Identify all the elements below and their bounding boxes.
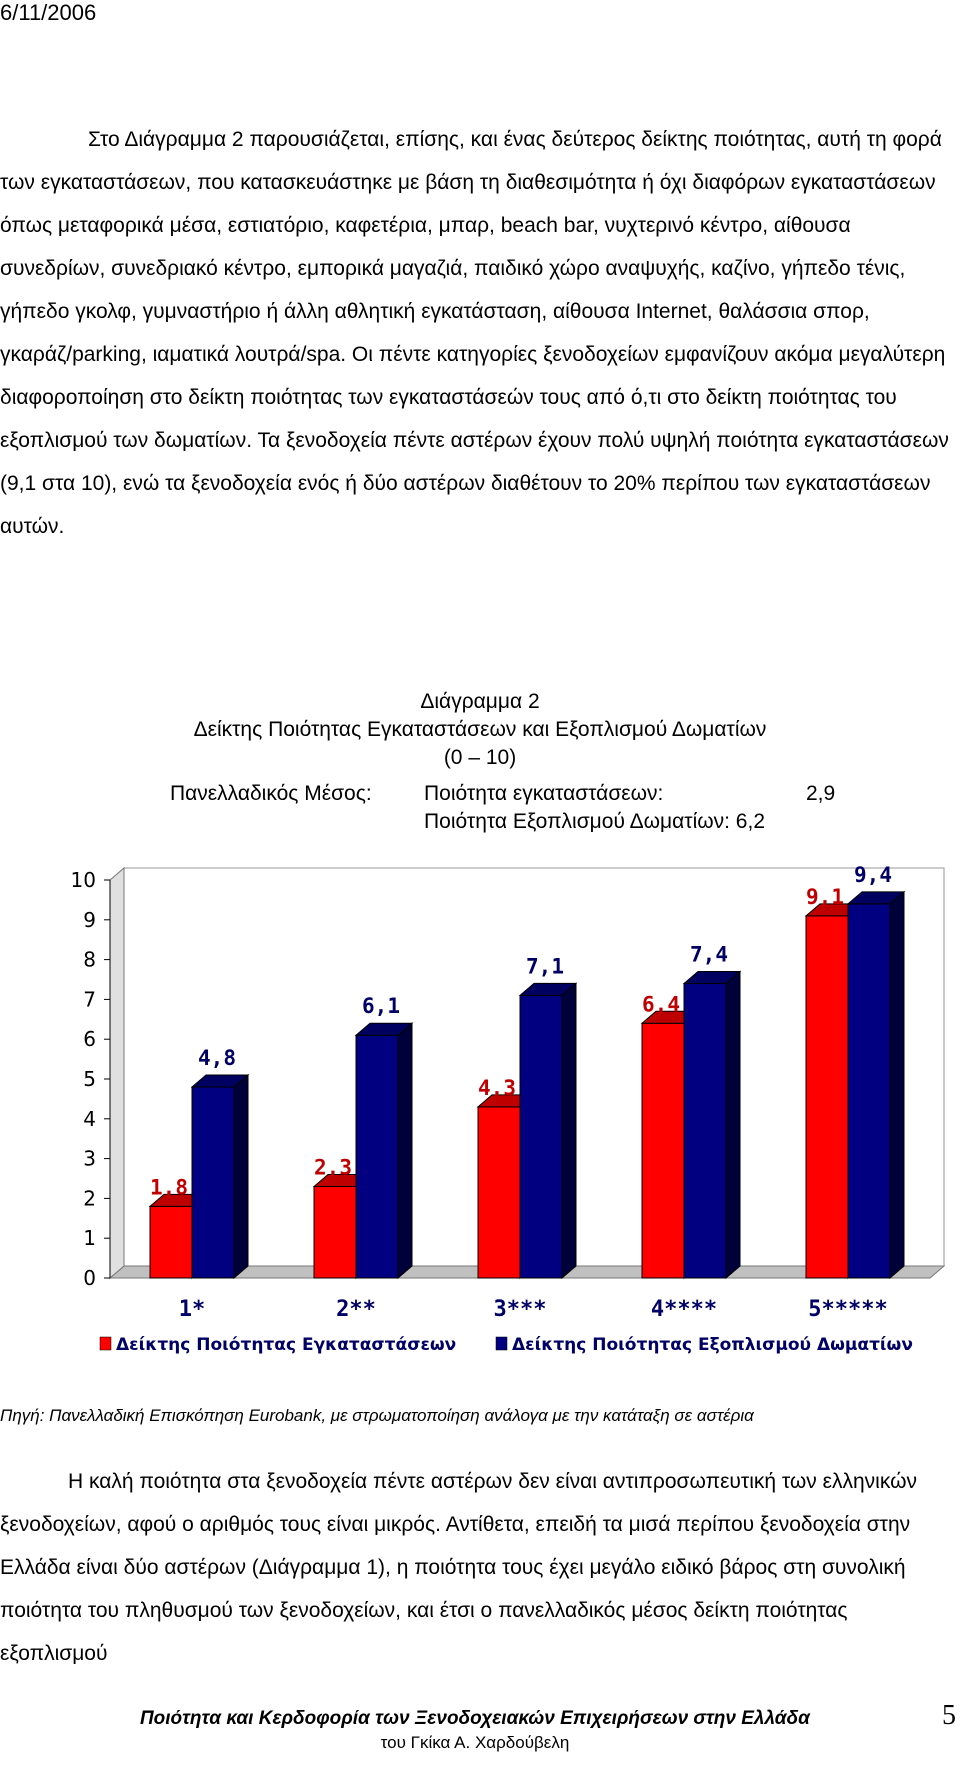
y-tick-label: 3 bbox=[83, 1147, 96, 1171]
bar-side bbox=[397, 1022, 413, 1280]
x-tick-label: 4**** bbox=[651, 1297, 717, 1322]
facilities-average-value: 2,9 bbox=[806, 782, 836, 805]
y-tick-label: 0 bbox=[83, 1266, 96, 1290]
source-note: Πηγή: Πανελλαδική Επισκόπηση Eurobank, μ… bbox=[0, 1406, 754, 1425]
bar-value-label: 7,1 bbox=[526, 954, 564, 978]
bar-room-equipment bbox=[683, 982, 727, 1279]
bar-value-label: 7,4 bbox=[690, 942, 728, 966]
bar-facilities bbox=[313, 1185, 357, 1279]
bar-side bbox=[889, 890, 905, 1280]
y-tick-label: 5 bbox=[83, 1067, 96, 1091]
y-tick-label: 1 bbox=[83, 1226, 96, 1250]
bar-room-equipment bbox=[847, 903, 891, 1279]
y-tick-label: 9 bbox=[83, 908, 96, 932]
x-tick-label: 3*** bbox=[494, 1297, 547, 1322]
chart-range: (0 – 10) bbox=[443, 746, 517, 769]
bar-chart: 0 1 2 3 4 5 6 7 8 9 10 1,8 4,8 1* 2,3 6,1 2** 4,3 7,1 3*** 6… bbox=[71, 863, 946, 1355]
x-tick-label: 2** bbox=[336, 1297, 376, 1322]
bar-value-label: 9,4 bbox=[854, 863, 892, 887]
y-tick-label: 6 bbox=[83, 1027, 96, 1051]
bar-facilities bbox=[477, 1106, 521, 1279]
y-tick-label: 2 bbox=[83, 1186, 96, 1210]
bar-room-equipment bbox=[519, 994, 563, 1279]
bar-side bbox=[561, 982, 577, 1280]
page-date: 6/11/2006 bbox=[0, 0, 97, 25]
paragraph-intro: Στο Διάγραμμα 2 παρουσιάζεται, επίσης, κ… bbox=[0, 128, 949, 538]
page-number: 5 bbox=[942, 1700, 956, 1731]
x-tick-label: 1* bbox=[179, 1297, 206, 1322]
legend-swatch bbox=[99, 1336, 112, 1351]
footer-title: Ποιότητα και Κερδοφορία των Ξενοδοχειακώ… bbox=[140, 1708, 810, 1729]
bar-value-label: 6,4 bbox=[642, 992, 680, 1016]
footer-author: του Γκίκα Α. Χαρδούβελη bbox=[380, 1733, 570, 1752]
y-tick-label: 8 bbox=[83, 948, 96, 972]
room-equipment-average: Ποιότητα Εξοπλισμού Δωματίων: 6,2 bbox=[424, 810, 766, 833]
chart-heading: Διάγραμμα 2 Δείκτης Ποιότητας Εγκαταστάσ… bbox=[0, 688, 960, 772]
bar-facilities bbox=[641, 1022, 685, 1279]
bar-value-label: 4,3 bbox=[478, 1076, 516, 1100]
legend-swatch bbox=[495, 1336, 508, 1351]
y-tick-label: 4 bbox=[83, 1107, 96, 1131]
chart-side-wall bbox=[109, 866, 125, 1280]
y-tick-label: 7 bbox=[83, 987, 96, 1011]
bar-room-equipment bbox=[355, 1034, 399, 1279]
facilities-average-label: Ποιότητα εγκαταστάσεων: bbox=[424, 782, 664, 805]
bar-value-label: 9,1 bbox=[806, 885, 844, 909]
legend-entry: Δείκτης Ποιότητας Εξοπλισμού Δωματίων bbox=[512, 1335, 913, 1355]
y-tick-label: 10 bbox=[71, 868, 96, 892]
bar-value-label: 2,3 bbox=[314, 1155, 352, 1179]
paragraph-conclusion: Η καλή ποιότητα στα ξενοδοχεία πέντε αστ… bbox=[0, 1470, 917, 1665]
chart-title: Δείκτης Ποιότητας Εγκαταστάσεων και Εξοπ… bbox=[193, 718, 767, 741]
bar-room-equipment bbox=[191, 1086, 235, 1279]
legend-entry: Δείκτης Ποιότητας Εγκαταστάσεων bbox=[116, 1335, 456, 1355]
bar-value-label: 4,8 bbox=[198, 1046, 236, 1070]
bar-side bbox=[233, 1073, 249, 1280]
chart-number: Διάγραμμα 2 bbox=[420, 690, 540, 713]
bar-facilities bbox=[805, 915, 849, 1279]
bar-value-label: 1,8 bbox=[150, 1175, 188, 1199]
x-tick-label: 5***** bbox=[808, 1297, 887, 1322]
national-average-label: Πανελλαδικός Μέσος: bbox=[170, 782, 372, 805]
bar-side bbox=[725, 970, 741, 1280]
bar-value-label: 6,1 bbox=[362, 994, 400, 1018]
bar-facilities bbox=[149, 1205, 193, 1279]
